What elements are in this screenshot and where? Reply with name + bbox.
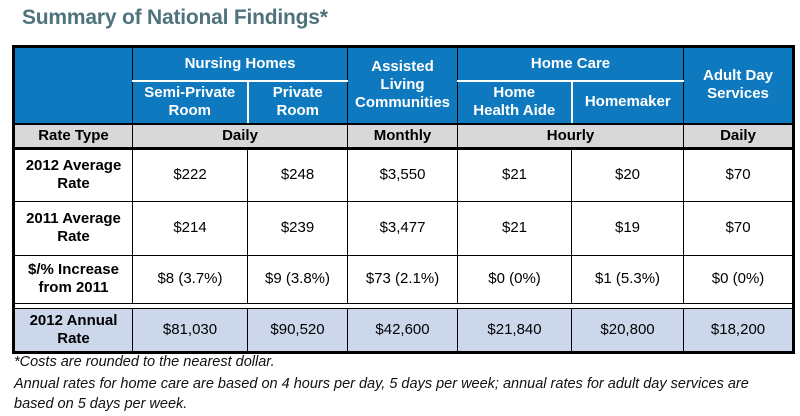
footnote-costs-rounded: *Costs are rounded to the nearest dollar… — [14, 354, 275, 370]
cell-annual-homemaker: $20,800 — [571, 307, 685, 353]
rate-type-assisted-living: Monthly — [347, 123, 459, 150]
row-label-increase-from-2011: $/% Increase from 2011 — [13, 254, 133, 304]
cell-2011-avg-homemaker: $19 — [571, 200, 685, 256]
header-label: Semi-Private — [144, 83, 236, 101]
cell-annual-assisted-living: $42,600 — [347, 307, 459, 353]
cell-annual-private: $90,520 — [246, 307, 349, 353]
header-home-care: Home Care — [457, 46, 685, 82]
header-label: Services — [707, 85, 769, 103]
header-label: Room — [276, 102, 320, 119]
header-label: Communities — [355, 94, 451, 112]
cell-2011-avg-private: $239 — [246, 200, 349, 256]
rate-type-home-care: Hourly — [457, 123, 685, 150]
header-label: Nursing Homes — [184, 54, 296, 72]
cell-annual-semi-private: $81,030 — [132, 307, 248, 353]
header-nursing-homes: Nursing Homes — [131, 46, 349, 82]
header-label: Adult Day — [703, 66, 774, 84]
header-adult-day-services: Adult Day Services — [683, 46, 795, 125]
header-label: Assisted — [371, 57, 434, 75]
header-label: Living — [380, 76, 425, 94]
footnote-annual-rates-basis: Annual rates for home care are based on … — [14, 376, 749, 412]
cell-increase-homemaker: $1 (5.3%) — [571, 254, 685, 304]
cell-2012-avg-semi-private: $222 — [132, 147, 248, 202]
header-label: Room — [168, 102, 212, 119]
rate-type-adult-day: Daily — [683, 123, 795, 150]
cell-2011-avg-semi-private: $214 — [132, 200, 248, 256]
rate-type-row: Rate Type Daily Monthly Hourly Daily — [13, 123, 795, 150]
header-label: Private — [272, 83, 323, 101]
cell-2011-avg-adult-day: $70 — [683, 200, 795, 256]
header-label: Health Aide — [473, 102, 556, 119]
corner-cell — [13, 46, 133, 125]
table-row: $/% Increase from 2011 $8 (3.7%) $9 (3.8… — [13, 254, 795, 304]
row-label-2012-average-rate: 2012 Average Rate — [13, 147, 133, 202]
cell-2011-avg-home-health-aide: $21 — [457, 200, 573, 256]
cell-2012-avg-home-health-aide: $21 — [457, 147, 573, 202]
rate-type-label: Rate Type — [13, 123, 133, 150]
cell-annual-adult-day: $18,200 — [683, 307, 795, 353]
page-title: Summary of National Findings* — [22, 6, 328, 29]
table-row: Semi-Private Room Private Room Home Heal… — [14, 80, 794, 125]
table-row: Nursing Homes Assisted Living Communitie… — [13, 46, 795, 125]
header-label: Home Care — [530, 54, 611, 72]
header-homemaker: Homemaker — [571, 80, 685, 125]
footnotes: *Costs are rounded to the nearest dollar… — [14, 352, 762, 416]
findings-table: Nursing Homes Assisted Living Communitie… — [12, 45, 796, 354]
header-assisted-living-communities: Assisted Living Communities — [347, 46, 459, 125]
header-home-health-aide: Home Health Aide — [457, 80, 573, 125]
rate-type-nursing-homes: Daily — [131, 123, 349, 150]
annual-rate-row: 2012 Annual Rate $81,030 $90,520 $42,600… — [13, 307, 795, 353]
header-label: Homemaker — [584, 92, 671, 110]
cell-2012-avg-adult-day: $70 — [683, 147, 795, 202]
header-semi-private-room: Semi-Private Room — [132, 80, 249, 125]
cell-increase-assisted-living: $73 (2.1%) — [347, 254, 459, 304]
cell-2012-avg-assisted-living: $3,550 — [347, 147, 459, 202]
cell-annual-home-health-aide: $21,840 — [457, 307, 573, 353]
cell-2011-avg-assisted-living: $3,477 — [347, 200, 459, 256]
row-label-2012-annual-rate: 2012 Annual Rate — [13, 307, 133, 353]
cell-increase-home-health-aide: $0 (0%) — [457, 254, 573, 304]
table-row: 2012 Average Rate $222 $248 $3,550 $21 $… — [13, 147, 795, 202]
table-row: 2011 Average Rate $214 $239 $3,477 $21 $… — [13, 200, 795, 256]
header-private-room: Private Room — [246, 80, 349, 125]
cell-2012-avg-homemaker: $20 — [571, 147, 685, 202]
cell-increase-adult-day: $0 (0%) — [683, 254, 795, 304]
header-label: Home — [493, 83, 536, 101]
cell-increase-semi-private: $8 (3.7%) — [132, 254, 248, 304]
cell-increase-private: $9 (3.8%) — [246, 254, 349, 304]
cell-2012-avg-private: $248 — [246, 147, 349, 202]
row-label-2011-average-rate: 2011 Average Rate — [13, 200, 133, 256]
